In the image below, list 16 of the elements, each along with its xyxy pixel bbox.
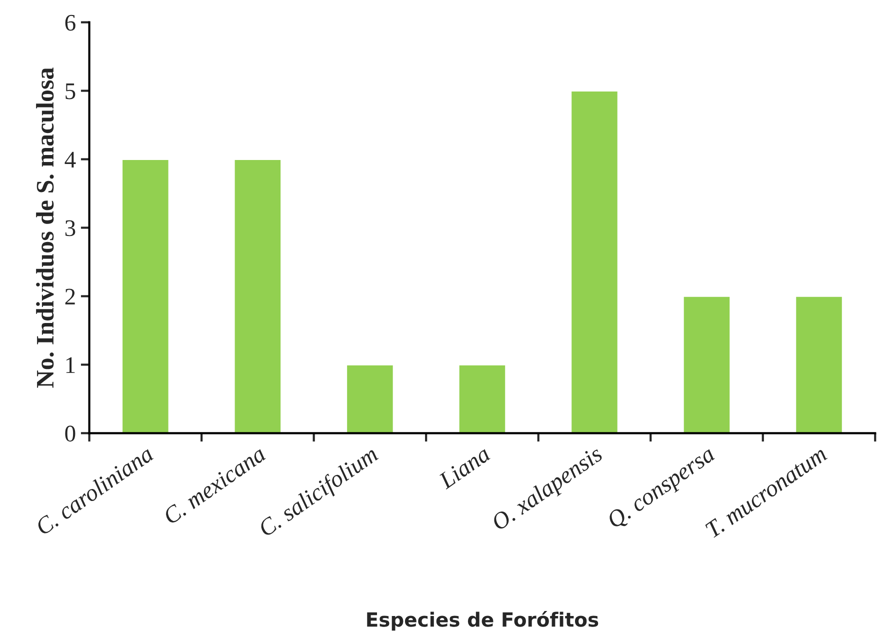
y-tick-label: 6 [65, 14, 76, 31]
bar [346, 364, 394, 434]
y-tick-label: 3 [65, 220, 76, 236]
bar [570, 90, 619, 434]
bar [794, 296, 844, 434]
bar [458, 364, 506, 434]
y-tick-label: 1 [66, 357, 75, 373]
y-tick-label: 5 [66, 84, 76, 100]
y-tick-label: 4 [64, 152, 76, 168]
x-axis-title: Especies de Forófitos [367, 611, 598, 631]
y-tick-label: 0 [65, 426, 76, 442]
bar [121, 158, 170, 434]
bar [233, 158, 282, 434]
bar [682, 296, 732, 434]
y-tick-label: 2 [65, 288, 75, 304]
y-axis-title: No. Individuos de S. maculosa [36, 68, 54, 388]
